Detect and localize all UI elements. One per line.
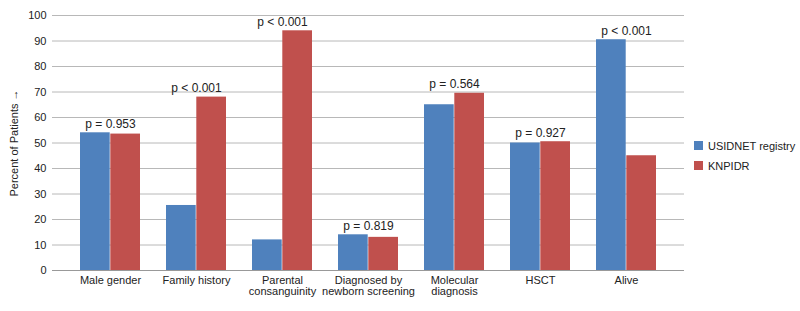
- svg-text:10: 10: [34, 239, 46, 251]
- svg-text:70: 70: [34, 86, 46, 98]
- svg-text:p < 0.001: p < 0.001: [171, 81, 222, 95]
- svg-text:100: 100: [28, 9, 46, 21]
- svg-text:30: 30: [34, 188, 46, 200]
- svg-text:HSCT: HSCT: [526, 274, 556, 286]
- svg-text:p < 0.001: p < 0.001: [601, 24, 652, 38]
- svg-text:p = 0.927: p = 0.927: [515, 126, 566, 140]
- svg-text:0: 0: [40, 264, 46, 276]
- svg-text:90: 90: [34, 35, 46, 47]
- svg-text:p = 0.953: p = 0.953: [85, 117, 136, 131]
- svg-text:Moleculardiagnosis: Moleculardiagnosis: [431, 274, 479, 297]
- html-text:USIDNET registry: USIDNET registry: [708, 139, 796, 152]
- svg-text:50: 50: [34, 137, 46, 149]
- html-text:KNPIDR: KNPIDR: [708, 159, 750, 172]
- svg-text:20: 20: [34, 213, 46, 225]
- svg-text:Alive: Alive: [615, 274, 639, 286]
- svg-text:Percent of Patients →: Percent of Patients →: [8, 90, 20, 197]
- svg-text:80: 80: [34, 60, 46, 72]
- svg-text:40: 40: [34, 162, 46, 174]
- svg-text:60: 60: [34, 111, 46, 123]
- svg-text:p = 0.819: p = 0.819: [343, 219, 394, 233]
- svg-text:p < 0.001: p < 0.001: [257, 15, 308, 29]
- svg-text:Parentalconsanguinity: Parentalconsanguinity: [249, 274, 317, 297]
- svg-text:Diagnosed bynewborn screening: Diagnosed bynewborn screening: [322, 274, 415, 297]
- svg-text:Family history: Family history: [163, 274, 231, 286]
- svg-text:p = 0.564: p = 0.564: [429, 77, 480, 91]
- svg-text:Male gender: Male gender: [80, 274, 141, 286]
